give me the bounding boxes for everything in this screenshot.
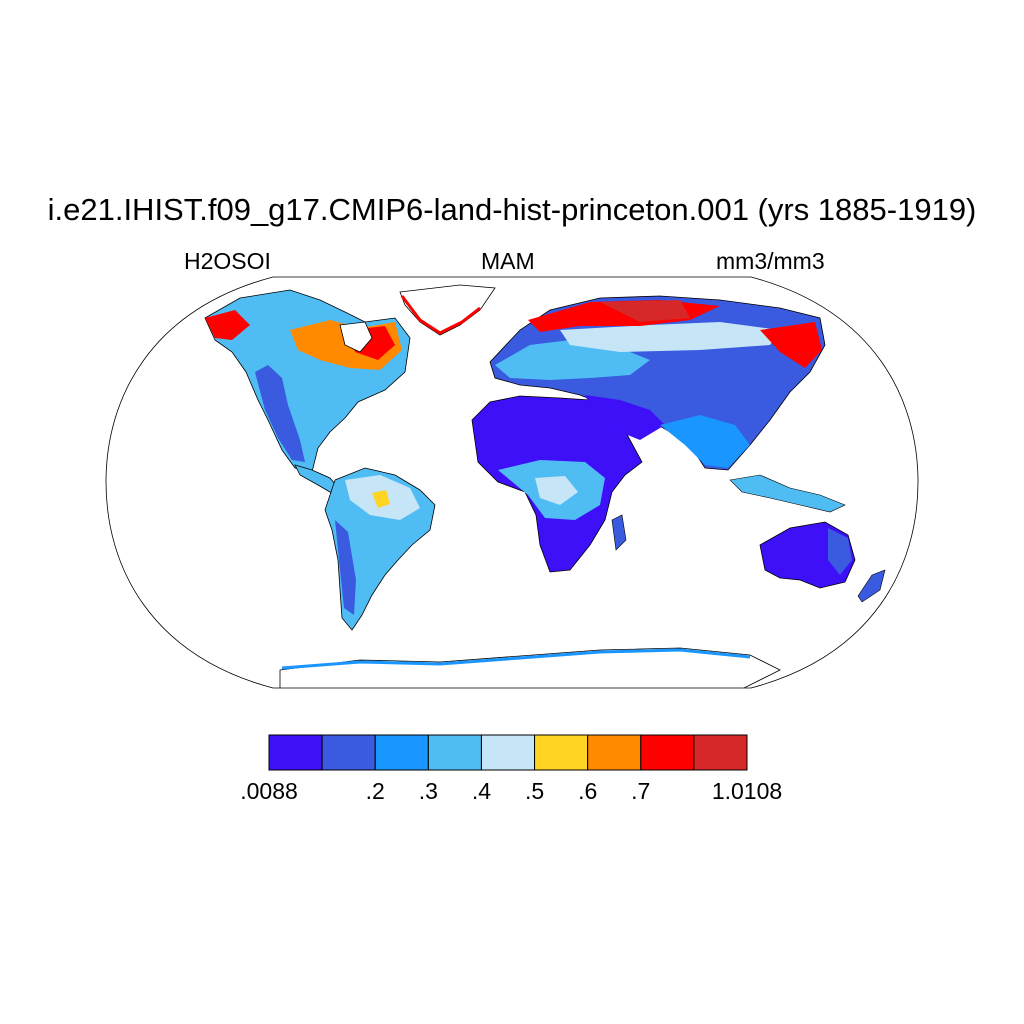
colorbar-swatch bbox=[374, 734, 429, 771]
australia-east-moist bbox=[828, 528, 852, 575]
south-asia-moist bbox=[660, 415, 750, 468]
north-america-dry-west bbox=[255, 365, 305, 462]
sahara-arabia-dry bbox=[585, 395, 665, 440]
land-layer bbox=[204, 284, 886, 688]
colorbar-swatch bbox=[587, 734, 642, 771]
variable-label: H2OSOI bbox=[184, 248, 271, 274]
colorbar-tick-label: .7 bbox=[631, 778, 651, 804]
colorbar-tick-label: .2 bbox=[365, 778, 385, 804]
colorbar bbox=[268, 734, 748, 771]
antarctica bbox=[279, 647, 781, 688]
colorbar-swatch bbox=[480, 734, 536, 771]
alaska-wet-zone bbox=[205, 310, 250, 340]
colorbar-tick-label: .6 bbox=[578, 778, 598, 804]
colorbar-swatch bbox=[427, 734, 482, 771]
new-zealand bbox=[857, 569, 886, 603]
indonesia bbox=[729, 474, 846, 513]
colorbar-tick-label: .5 bbox=[524, 778, 545, 804]
colorbar-tick-label: .4 bbox=[471, 778, 492, 804]
colorbar-swatch bbox=[268, 734, 323, 771]
season-label: MAM bbox=[481, 248, 535, 274]
amazon-wet-patch bbox=[372, 490, 390, 508]
madagascar bbox=[611, 514, 627, 551]
colorbar-swatch bbox=[534, 734, 589, 771]
colorbar-swatch bbox=[640, 734, 695, 771]
north-siberia-saturated bbox=[600, 300, 690, 322]
colorbar-swatch bbox=[693, 734, 748, 771]
colorbar-tick-label: .0088 bbox=[240, 778, 298, 804]
greenland-coast bbox=[400, 295, 481, 335]
siberia-moist bbox=[560, 322, 780, 352]
east-siberia-wet bbox=[760, 322, 822, 368]
colorbar-swatch bbox=[321, 734, 376, 771]
antarctica-coast bbox=[281, 648, 751, 670]
congo-moist bbox=[535, 476, 578, 505]
plot-title: i.e21.IHIST.f09_g17.CMIP6-land-hist-prin… bbox=[47, 192, 977, 227]
hudson-bay bbox=[339, 321, 373, 353]
colorbar-tick-label: 1.0108 bbox=[711, 778, 783, 804]
colorbar-tick-label: .3 bbox=[418, 778, 438, 804]
units-label: mm3/mm3 bbox=[716, 248, 825, 274]
south-america-dry bbox=[335, 520, 356, 615]
map-boundary bbox=[105, 276, 919, 689]
